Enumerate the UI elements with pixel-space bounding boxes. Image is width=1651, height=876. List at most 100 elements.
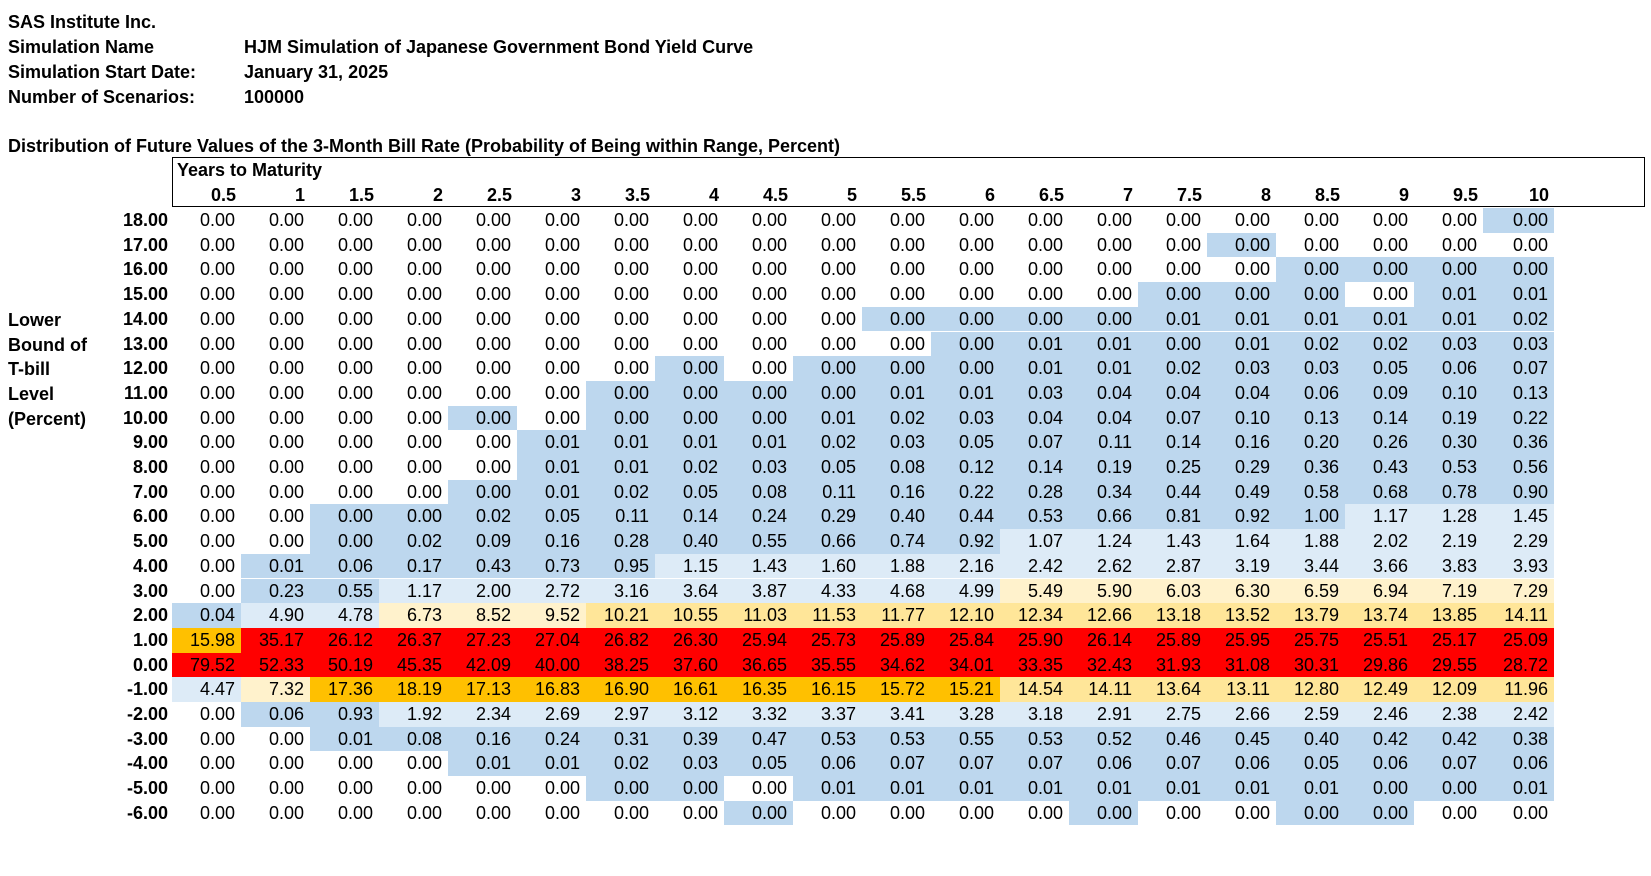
table-cell: 0.14 [1000, 455, 1069, 480]
table-cell: 0.08 [724, 479, 793, 505]
table-cell: 0.00 [379, 405, 448, 431]
table-cell: 25.73 [793, 627, 862, 653]
table-cell: 0.00 [586, 232, 655, 258]
row-axis-label-line: T-bill [8, 359, 50, 380]
table-cell: 31.08 [1207, 652, 1276, 678]
scenarios-label: Number of Scenarios: [8, 87, 196, 107]
row-header: 0.00 [132, 654, 168, 675]
table-cell: 3.66 [1345, 553, 1414, 579]
table-cell: 2.19 [1414, 529, 1483, 554]
table-cell: 0.00 [241, 800, 310, 826]
simulation-name-label: Simulation Name [8, 37, 155, 57]
table-cell: 0.07 [1483, 356, 1554, 381]
table-cell: 0.23 [241, 578, 310, 604]
column-header: 7.5 [1176, 185, 1202, 205]
table-cell: 0.00 [793, 208, 862, 233]
table-cell: 0.00 [862, 331, 931, 357]
table-cell: 0.00 [241, 208, 310, 233]
table-cell: 0.03 [1276, 356, 1345, 381]
table-cell: 25.89 [1138, 627, 1207, 653]
table-cell: 0.05 [1345, 356, 1414, 381]
table-cell: 0.04 [172, 603, 241, 628]
table-cell: 0.00 [517, 208, 586, 233]
table-cell: 0.00 [1414, 232, 1483, 258]
table-cell: 0.01 [517, 430, 586, 455]
table-cell: 0.06 [310, 553, 379, 579]
table-cell: 15.98 [172, 627, 241, 653]
table-cell: 14.11 [1483, 603, 1554, 628]
table-cell: 0.05 [655, 479, 724, 505]
table-cell: 0.00 [1345, 800, 1414, 826]
table-cell: 0.07 [1414, 751, 1483, 777]
table-cell: 0.00 [310, 455, 379, 480]
table-cell: 0.00 [724, 776, 793, 801]
table-cell: 0.00 [1345, 257, 1414, 283]
column-headers: 0.5 1 1.5 2 2.5 3 3.5 4 4.5 5 5.5 6 6.5 7 7.5 8 8.5 9 9.5 1… [172, 181, 1645, 207]
table-cell: 0.00 [172, 232, 241, 258]
row-header: -5.00 [126, 778, 168, 799]
table-cell: 0.00 [655, 257, 724, 283]
table-cell: 11.03 [724, 603, 793, 628]
table-cell: 35.55 [793, 652, 862, 678]
row-header: -4.00 [126, 753, 168, 774]
table-cell: 0.93 [310, 702, 379, 727]
column-header: 6 [984, 185, 995, 205]
table-cell: 0.09 [1345, 380, 1414, 406]
table-cell: 0.01 [517, 455, 586, 480]
table-cell: 0.00 [1138, 331, 1207, 357]
table-cell: 0.00 [241, 776, 310, 801]
table-cell: 14.54 [1000, 677, 1069, 702]
table-cell: 0.00 [1345, 282, 1414, 307]
table-cell: 0.00 [793, 232, 862, 258]
table-cell: 0.03 [862, 430, 931, 455]
table-cell: 25.90 [1000, 627, 1069, 653]
table-cell: 0.00 [1069, 257, 1138, 283]
table-cell: 0.00 [793, 331, 862, 357]
table-cell: 52.33 [241, 652, 310, 678]
table-cell: 0.00 [241, 306, 310, 332]
table-cell: 0.55 [724, 529, 793, 554]
table-cell: 0.00 [793, 800, 862, 826]
table-cell: 6.94 [1345, 578, 1414, 604]
table-cell: 5.90 [1069, 578, 1138, 604]
table-cell: 0.00 [1000, 306, 1069, 332]
table-cell: 31.93 [1138, 652, 1207, 678]
table-cell: 0.00 [1414, 776, 1483, 801]
table-cell: 0.40 [655, 529, 724, 554]
table-cell: 0.01 [862, 380, 931, 406]
table-cell: 0.00 [172, 331, 241, 357]
table-cell: 0.40 [862, 504, 931, 530]
table-cell: 26.82 [586, 627, 655, 653]
table-cell: 0.00 [931, 232, 1000, 258]
table-cell: 0.00 [1000, 257, 1069, 283]
table-cell: 0.00 [241, 405, 310, 431]
table-cell: 9.52 [517, 603, 586, 628]
row-header: 13.00 [122, 333, 168, 354]
table-cell: 13.18 [1138, 603, 1207, 628]
column-group-label: Years to Maturity [177, 160, 323, 180]
table-cell: 4.47 [172, 677, 241, 702]
table-cell: 0.66 [1069, 504, 1138, 530]
table-cell: 0.00 [310, 800, 379, 826]
start-date-row: Simulation Start Date: January 31, 2025 [8, 60, 388, 84]
table-cell: 0.01 [1000, 776, 1069, 801]
row-header: 6.00 [132, 506, 168, 527]
table-cell: 0.00 [586, 331, 655, 357]
table-cell: 0.14 [1345, 405, 1414, 431]
table-cell: 0.00 [310, 751, 379, 777]
table-cell: 0.00 [1276, 282, 1345, 307]
table-cell: 0.02 [1345, 331, 1414, 357]
table-cell: 0.00 [379, 331, 448, 357]
table-cell: 1.15 [655, 553, 724, 579]
table-cell: 25.09 [1483, 627, 1554, 653]
table-cell: 0.06 [1345, 751, 1414, 777]
table-cell: 12.49 [1345, 677, 1414, 702]
table-cell: 1.43 [724, 553, 793, 579]
table-cell: 0.11 [586, 504, 655, 530]
column-header: 0.5 [210, 185, 236, 205]
table-cell: 0.03 [1000, 380, 1069, 406]
table-cell: 0.07 [1000, 751, 1069, 777]
start-date-label: Simulation Start Date: [8, 62, 197, 82]
table-cell: 0.00 [172, 553, 241, 579]
table-cell: 0.07 [862, 751, 931, 777]
